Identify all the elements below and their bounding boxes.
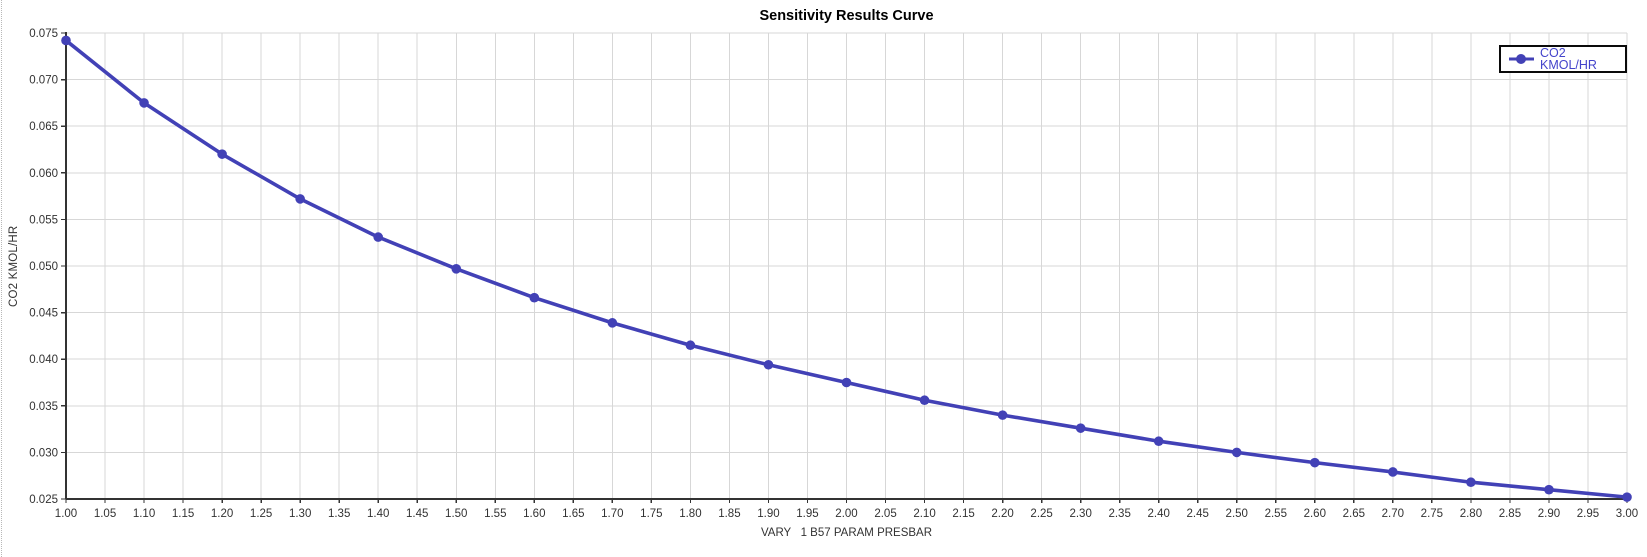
x-tick-label: 2.70 [1382, 508, 1404, 520]
x-tick-label: 2.25 [1030, 508, 1052, 520]
x-tick-label: 1.20 [211, 508, 233, 520]
x-tick-label: 1.70 [601, 508, 623, 520]
y-tick-label: 0.035 [29, 401, 58, 413]
x-tick-label: 2.75 [1421, 508, 1443, 520]
x-tick-label: 2.10 [913, 508, 935, 520]
x-tick-label: 2.05 [874, 508, 896, 520]
x-tick-label: 1.05 [94, 508, 116, 520]
y-tick-label: 0.045 [29, 308, 58, 320]
y-tick-label: 0.060 [29, 168, 58, 180]
x-tick-label: 2.20 [991, 508, 1013, 520]
data-point[interactable] [841, 377, 852, 388]
x-tick-label: 1.75 [640, 508, 662, 520]
x-tick-label: 1.50 [445, 508, 467, 520]
x-tick-label: 1.85 [718, 508, 740, 520]
data-point[interactable] [217, 149, 227, 159]
x-tick-label: 1.90 [757, 508, 779, 520]
data-point[interactable] [1231, 447, 1242, 458]
data-point[interactable] [1544, 484, 1554, 495]
y-tick-label: 0.025 [29, 494, 58, 506]
x-tick-label: 1.45 [406, 508, 428, 520]
x-tick-label: 1.60 [523, 508, 545, 520]
x-tick-label: 1.35 [328, 508, 350, 520]
x-tick-label: 1.25 [250, 508, 272, 520]
x-tick-label: 2.60 [1304, 508, 1326, 520]
x-tick-label: 2.00 [835, 508, 857, 520]
x-axis-title: VARY 1 B57 PARAM PRESBAR [760, 527, 933, 539]
x-tick-label: 2.85 [1499, 508, 1521, 520]
x-tick-label: 2.30 [1069, 508, 1091, 520]
x-tick-label: 2.65 [1343, 508, 1365, 520]
x-tick-label: 2.40 [1148, 508, 1170, 520]
data-point[interactable] [997, 410, 1008, 420]
x-tick-label: 1.40 [367, 508, 389, 520]
x-tick-label: 1.95 [796, 508, 818, 520]
x-tick-label: 2.95 [1577, 508, 1599, 520]
x-tick-label: 1.80 [679, 508, 701, 520]
data-point[interactable] [1310, 457, 1320, 468]
x-tick-label: 1.15 [172, 508, 194, 520]
data-point[interactable] [373, 232, 384, 242]
x-tick-label: 2.90 [1538, 508, 1560, 520]
data-point[interactable] [1388, 467, 1398, 477]
data-point[interactable] [139, 98, 149, 108]
y-tick-label: 0.075 [29, 28, 58, 40]
y-tick-label: 0.065 [29, 121, 58, 133]
y-tick-label: 0.040 [29, 354, 58, 366]
data-point[interactable] [919, 395, 930, 406]
data-point[interactable] [1622, 492, 1632, 502]
data-point[interactable] [1466, 477, 1476, 488]
data-point[interactable] [295, 194, 305, 204]
panel-left-border [1, 0, 2, 557]
data-point[interactable] [451, 263, 462, 274]
data-point[interactable] [61, 35, 71, 46]
x-tick-label: 1.00 [55, 508, 77, 520]
data-point[interactable] [1075, 423, 1086, 433]
x-tick-label: 2.55 [1265, 508, 1287, 520]
x-tick-label: 2.35 [1108, 508, 1130, 520]
y-tick-label: 0.055 [29, 214, 58, 226]
data-point[interactable] [685, 340, 696, 351]
x-tick-label: 2.45 [1187, 508, 1209, 520]
legend[interactable]: CO2 KMOL/HR [1499, 45, 1627, 73]
legend-series-marker-icon [1509, 54, 1534, 64]
data-point[interactable] [529, 292, 540, 303]
y-axis-title: CO2 KMOL/HR [8, 225, 20, 307]
chart-title: Sensitivity Results Curve [759, 8, 934, 24]
y-tick-label: 0.050 [29, 261, 58, 273]
y-tick-label: 0.030 [29, 447, 58, 459]
x-tick-label: 1.55 [484, 508, 506, 520]
x-tick-label: 2.50 [1226, 508, 1248, 520]
data-point[interactable] [607, 318, 618, 328]
x-tick-label: 1.10 [133, 508, 155, 520]
data-point[interactable] [1153, 436, 1164, 447]
x-tick-label: 2.15 [952, 508, 974, 520]
data-point[interactable] [763, 359, 774, 370]
x-tick-label: 2.80 [1460, 508, 1482, 520]
x-tick-label: 1.30 [289, 508, 311, 520]
x-tick-label: 3.00 [1616, 508, 1638, 520]
y-tick-label: 0.070 [29, 75, 58, 87]
legend-label: CO2 KMOL/HR [1540, 45, 1597, 72]
x-tick-label: 1.65 [562, 508, 584, 520]
